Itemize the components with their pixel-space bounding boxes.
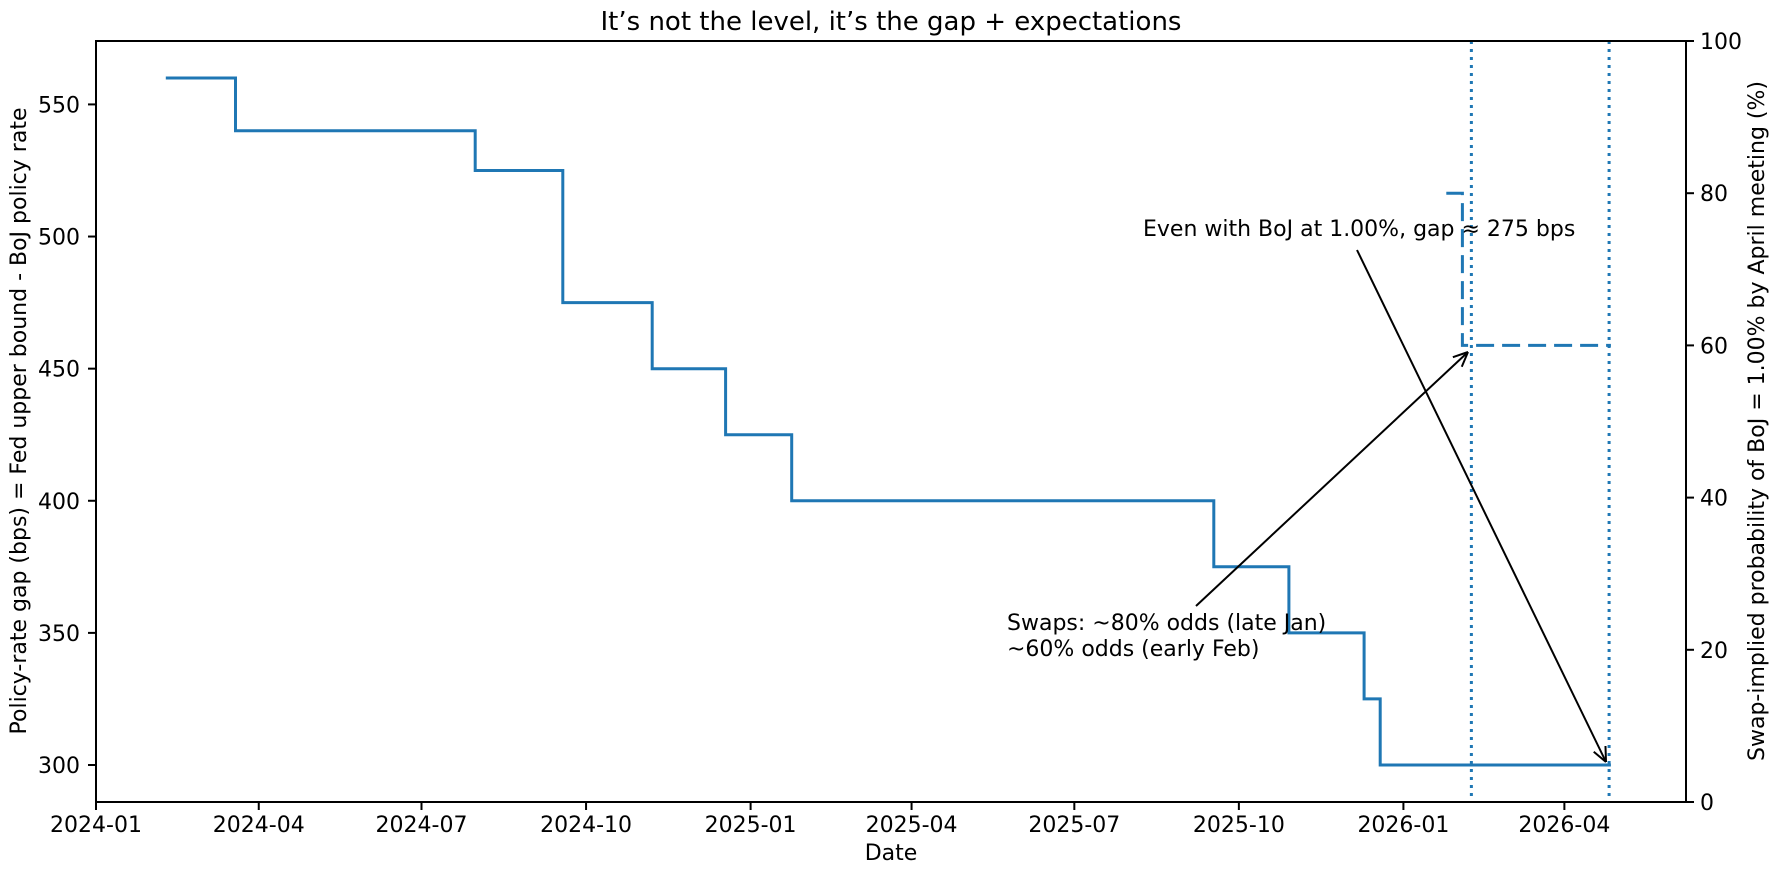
x-tick-label: 2025-04 <box>866 813 958 838</box>
left-tick-label: 350 <box>38 622 80 647</box>
x-tick-label: 2025-07 <box>1028 813 1120 838</box>
x-tick-label: 2024-07 <box>376 813 468 838</box>
annotation-swaps-line2: ~60% odds (early Feb) <box>1007 637 1259 662</box>
x-axis-label: Date <box>865 841 918 866</box>
left-tick-label: 300 <box>38 754 80 779</box>
meeting-vlines <box>1469 41 1611 802</box>
x-tick-label: 2026-04 <box>1518 813 1610 838</box>
annotation-arrow-barb <box>1452 351 1469 359</box>
left-y-axis-label: Policy-rate gap (bps) = Fed upper bound … <box>7 108 32 735</box>
chart-title: It’s not the level, it’s the gap + expec… <box>601 7 1182 37</box>
x-tick-label: 2025-01 <box>705 813 797 838</box>
policy-gap-step-line <box>165 76 1611 767</box>
annotation-swaps-line1: Swaps: ~80% odds (late Jan) <box>1007 611 1326 636</box>
right-tick-label: 100 <box>1700 30 1742 55</box>
annotation-arrow-barb <box>1460 351 1469 368</box>
annotation-arrows <box>1195 249 1607 763</box>
x-tick-label: 2024-01 <box>50 813 142 838</box>
right-tick-label: 80 <box>1700 182 1728 207</box>
x-tick-label: 2024-04 <box>213 813 305 838</box>
annotation-arrow-line <box>1195 351 1469 607</box>
left-tick-label: 450 <box>38 358 80 383</box>
annotation-arrow-line <box>1356 249 1607 763</box>
right-tick-label: 20 <box>1700 639 1728 664</box>
left-tick-label: 500 <box>38 226 80 251</box>
axes-spines <box>95 40 1687 803</box>
right-tick-label: 0 <box>1700 791 1714 816</box>
swap-probability-dashed-line <box>1446 191 1611 347</box>
right-y-axis-label: Swap-implied probability of BoJ = 1.00% … <box>1745 81 1770 761</box>
x-axis-ticks: 2024-01 2024-04 2024-07 2024-10 2025-01 2025-… <box>50 802 1610 838</box>
left-tick-label: 550 <box>38 93 80 118</box>
annotation-gap-text: Even with BoJ at 1.00%, gap ≈ 275 bps <box>1143 217 1575 242</box>
left-y-axis-ticks: 300 350 400 450 500 550 <box>38 93 96 779</box>
right-tick-label: 60 <box>1700 334 1728 359</box>
annotation-arrow-barb <box>1604 745 1607 763</box>
right-tick-label: 40 <box>1700 487 1728 512</box>
x-tick-label: 2026-01 <box>1357 813 1449 838</box>
right-y-axis-ticks: 0 20 40 60 80 100 <box>1686 30 1742 816</box>
x-tick-label: 2024-10 <box>540 813 632 838</box>
left-tick-label: 400 <box>38 490 80 515</box>
annotation-arrow-barb <box>1593 750 1607 763</box>
x-tick-label: 2025-10 <box>1193 813 1285 838</box>
